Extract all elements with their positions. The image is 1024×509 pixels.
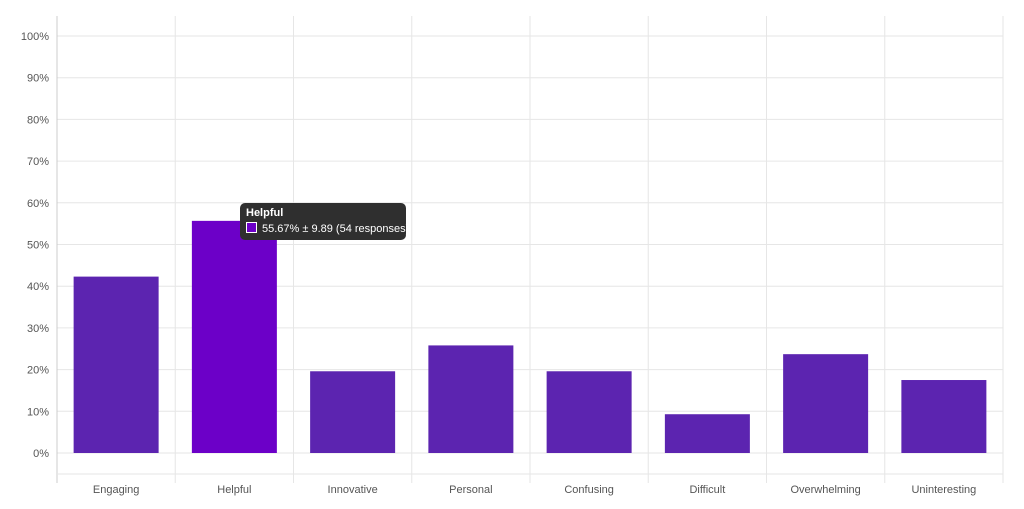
- x-category-label: Uninteresting: [911, 484, 976, 496]
- x-category-label: Personal: [449, 484, 492, 496]
- tooltip-series-swatch: [246, 222, 257, 233]
- y-tick-label: 50%: [27, 240, 49, 252]
- y-tick-label: 10%: [27, 406, 49, 418]
- tooltip-row: 55.67% ± 9.89 (54 responses): [246, 222, 409, 236]
- bar-personal[interactable]: [428, 345, 514, 453]
- x-category-label: Overwhelming: [790, 484, 860, 496]
- bar-engaging[interactable]: [73, 276, 159, 453]
- tooltip-title: Helpful: [246, 207, 284, 219]
- x-category-label: Innovative: [328, 484, 378, 496]
- y-tick-label: 20%: [27, 365, 49, 377]
- bar-confusing[interactable]: [546, 371, 632, 453]
- bar-helpful[interactable]: [191, 220, 277, 453]
- x-category-label: Engaging: [93, 484, 140, 496]
- bar-overwhelming[interactable]: [783, 354, 869, 453]
- tooltip-value-text: 55.67% ± 9.89 (54 responses): [262, 223, 410, 235]
- y-tick-label: 90%: [27, 73, 49, 85]
- y-tick-label: 30%: [27, 323, 49, 335]
- bar-uninteresting[interactable]: [901, 380, 987, 453]
- y-tick-label: 80%: [27, 114, 49, 126]
- x-axis-category-labels: Engaging Helpful Innovative Personal Confusi…: [93, 484, 976, 496]
- y-axis-tick-labels: 0% 10% 20% 30% 40% 50% 60% 70% 80% 90% 100%: [21, 31, 49, 460]
- y-tick-label: 70%: [27, 156, 49, 168]
- x-category-label: Helpful: [217, 484, 251, 496]
- bars: [73, 220, 987, 453]
- x-category-label: Difficult: [689, 484, 725, 496]
- bar-difficult[interactable]: [664, 414, 750, 453]
- bar-innovative[interactable]: [310, 371, 396, 453]
- y-tick-label: 0%: [33, 448, 49, 460]
- y-tick-label: 60%: [27, 198, 49, 210]
- y-tick-label: 40%: [27, 281, 49, 293]
- bar-tooltip: Helpful 55.67% ± 9.89 (54 responses): [240, 203, 409, 240]
- x-category-label: Confusing: [564, 484, 614, 496]
- y-tick-label: 100%: [21, 31, 49, 43]
